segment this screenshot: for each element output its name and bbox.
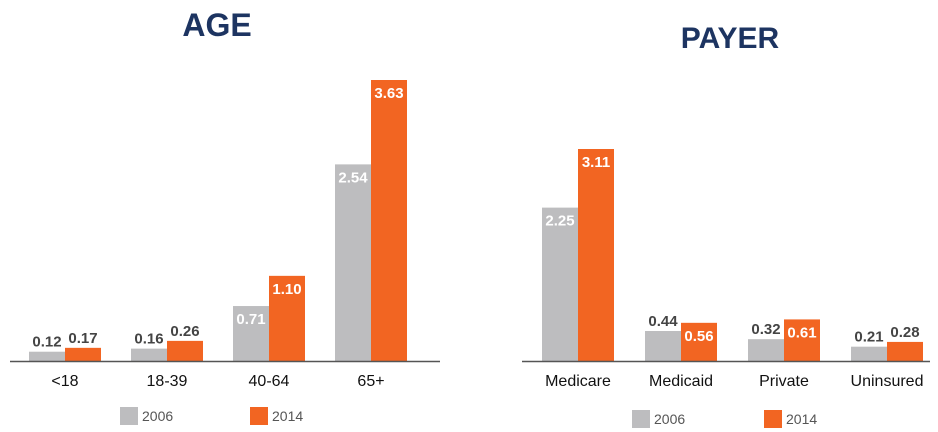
payer-value-label-2006-0: 2.25 bbox=[545, 213, 574, 230]
age-bar-2006-3 bbox=[335, 164, 371, 361]
age-chart-title: AGE bbox=[182, 7, 251, 43]
payer-bar-2006-2 bbox=[748, 339, 784, 361]
payer-bar-2006-3 bbox=[851, 346, 887, 361]
age-category-label-0: <18 bbox=[51, 373, 78, 390]
age-bar-2014-3 bbox=[371, 80, 407, 361]
age-legend-label-2014: 2014 bbox=[272, 408, 303, 424]
payer-value-label-2014-0: 3.11 bbox=[582, 154, 610, 171]
age-category-label-2: 40-64 bbox=[249, 373, 290, 390]
payer-legend-swatch-2006 bbox=[632, 410, 650, 428]
payer-value-label-2014-2: 0.61 bbox=[787, 324, 816, 341]
payer-category-label-3: Uninsured bbox=[851, 373, 924, 390]
payer-value-label-2014-1: 0.56 bbox=[684, 328, 713, 345]
age-value-label-2014-1: 0.26 bbox=[170, 323, 199, 340]
age-value-label-2014-2: 1.10 bbox=[272, 281, 301, 298]
age-value-label-2014-3: 3.63 bbox=[374, 85, 403, 102]
age-category-label-3: 65+ bbox=[357, 373, 384, 390]
payer-legend-label-2006: 2006 bbox=[654, 411, 685, 427]
payer-bar-2006-1 bbox=[645, 331, 681, 361]
payer-category-label-2: Private bbox=[759, 373, 809, 390]
age-bar-2006-2 bbox=[233, 306, 269, 361]
payer-bar-2014-2 bbox=[784, 319, 820, 361]
age-bar-2014-2 bbox=[269, 275, 305, 361]
age-bar-2014-1 bbox=[167, 340, 203, 361]
payer-legend-label-2014: 2014 bbox=[786, 411, 817, 427]
payer-value-label-2014-3: 0.28 bbox=[890, 324, 919, 341]
age-bar-2006-0 bbox=[29, 351, 65, 361]
age-legend-swatch-2006 bbox=[120, 407, 138, 425]
age-bar-2006-1 bbox=[131, 348, 167, 361]
payer-legend-swatch-2014 bbox=[764, 410, 782, 428]
age-chart: AGE 0.12 0.17 <18 0.16 0.26 18-39 0.71 1.10 40-6… bbox=[10, 7, 440, 425]
payer-value-label-2006-2: 0.32 bbox=[751, 321, 780, 338]
payer-category-label-1: Medicaid bbox=[649, 373, 713, 390]
payer-bar-2014-1 bbox=[681, 322, 717, 361]
age-legend-swatch-2014 bbox=[250, 407, 268, 425]
age-legend-label-2006: 2006 bbox=[142, 408, 173, 424]
payer-bar-2006-0 bbox=[542, 207, 578, 361]
payer-category-label-0: Medicare bbox=[545, 373, 611, 390]
age-value-label-2006-3: 2.54 bbox=[338, 169, 368, 186]
payer-value-label-2006-3: 0.21 bbox=[854, 329, 883, 346]
age-value-label-2006-2: 0.71 bbox=[236, 311, 265, 328]
age-value-label-2006-1: 0.16 bbox=[134, 331, 163, 348]
payer-chart-title: PAYER bbox=[681, 22, 780, 55]
age-value-label-2014-0: 0.17 bbox=[68, 330, 97, 347]
payer-bar-2014-3 bbox=[887, 341, 923, 361]
payer-value-label-2006-1: 0.44 bbox=[648, 313, 678, 330]
payer-chart: PAYER 2.25 3.11 Medicare 0.44 0.56 Medicaid 0.… bbox=[522, 22, 930, 428]
payer-bar-2014-0 bbox=[578, 149, 614, 361]
age-category-label-1: 18-39 bbox=[147, 373, 188, 390]
age-bar-2014-0 bbox=[65, 347, 101, 361]
age-value-label-2006-0: 0.12 bbox=[32, 334, 61, 351]
